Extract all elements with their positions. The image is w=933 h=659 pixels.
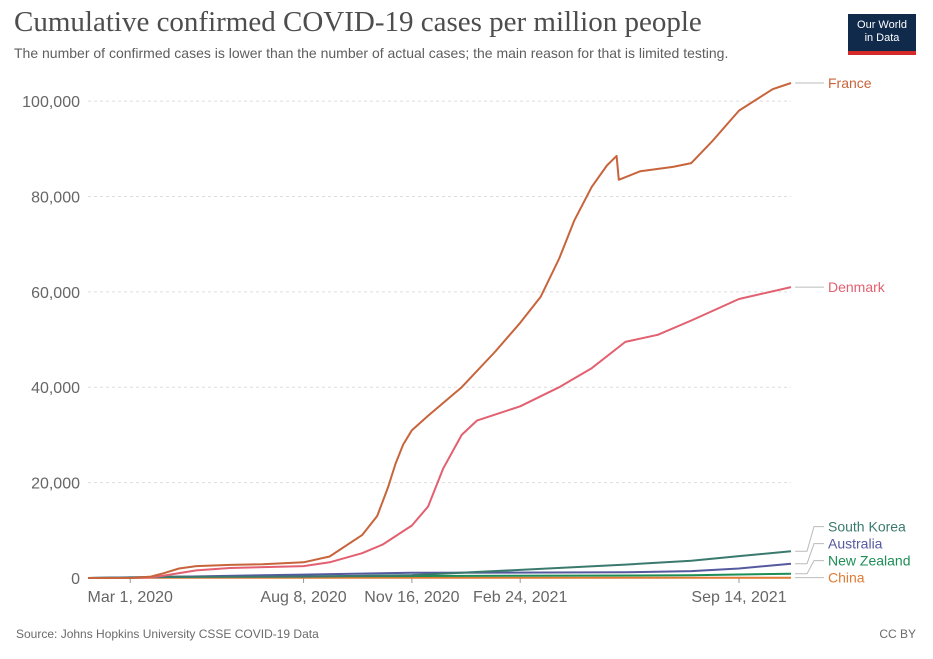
y-tick-label: 40,000 [31, 380, 80, 397]
chart-title: Cumulative confirmed COVID-19 cases per … [14, 6, 702, 38]
y-tick-label: 60,000 [31, 285, 80, 302]
series-lines [87, 82, 792, 579]
series-label-new-zealand[interactable]: New Zealand [828, 553, 911, 569]
license-link[interactable]: CC BY [879, 627, 916, 641]
series-line-south-korea[interactable] [87, 550, 792, 579]
series-label-south-korea[interactable]: South Korea [828, 519, 906, 535]
chart-subtitle: The number of confirmed cases is lower t… [14, 45, 729, 61]
x-tick-label: Aug 8, 2020 [260, 589, 346, 606]
series-label-australia[interactable]: Australia [828, 536, 883, 552]
series-line-france[interactable] [88, 82, 792, 579]
label-connector [795, 526, 824, 552]
y-axis-ticks: 0 20,000 40,000 60,000 80,000 100,000 [22, 94, 80, 588]
x-axis-ticks: Mar 1, 2020 Aug 8, 2020 Nov 16, 2020 Feb 24… [88, 577, 791, 606]
logo-line-1: Our World [857, 19, 907, 31]
label-connector [795, 543, 824, 565]
series-label-denmark[interactable]: Denmark [828, 279, 886, 295]
logo-line-2: in Data [864, 32, 900, 44]
source-note: Source: Johns Hopkins University CSSE CO… [16, 627, 319, 641]
y-tick-label: 0 [71, 571, 80, 588]
label-connector [795, 560, 824, 575]
gridlines [88, 100, 791, 484]
x-tick-label: Mar 1, 2020 [88, 589, 173, 606]
chart-plot: 0 20,000 40,000 60,000 80,000 100,000 Mar 1, … [22, 75, 911, 606]
owid-logo[interactable]: Our World in Data [848, 14, 916, 55]
x-tick-label: Nov 16, 2020 [364, 589, 459, 606]
y-tick-label: 20,000 [31, 476, 80, 493]
x-tick-label: Sep 14, 2021 [691, 589, 786, 606]
series-label-china[interactable]: China [828, 570, 865, 586]
series-label-france[interactable]: France [828, 75, 872, 91]
series-line-denmark[interactable] [88, 286, 792, 579]
y-tick-label: 80,000 [31, 189, 80, 206]
y-tick-label: 100,000 [22, 94, 80, 111]
x-tick-label: Feb 24, 2021 [473, 589, 567, 606]
